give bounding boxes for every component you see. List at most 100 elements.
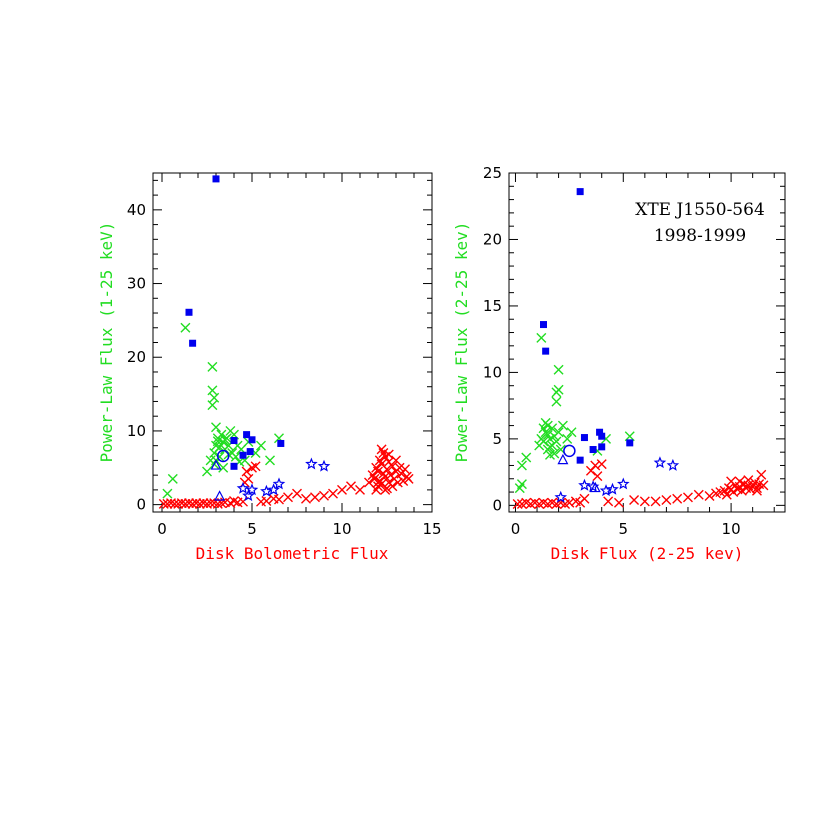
- cross-marker: [176, 498, 187, 509]
- triangle-marker: [589, 481, 601, 493]
- cross-marker: [758, 480, 769, 491]
- cross-marker: [250, 461, 261, 472]
- cross-marker: [629, 495, 640, 506]
- cross-marker: [596, 459, 607, 470]
- cross-marker: [400, 464, 410, 475]
- star-marker: [267, 483, 280, 496]
- cross-marker: [283, 492, 293, 503]
- square-marker: [230, 437, 238, 445]
- cross-marker: [319, 490, 329, 501]
- cross-marker: [542, 429, 553, 440]
- cross-marker: [194, 498, 205, 509]
- cross-marker: [187, 498, 198, 509]
- cross-marker: [256, 440, 266, 451]
- cross-marker: [592, 471, 603, 482]
- x-tick-label: 5: [247, 520, 257, 538]
- y-tick-label: 20: [127, 348, 146, 366]
- right-annotation-source: XTE J1550-564: [635, 200, 765, 220]
- cross-marker: [551, 436, 562, 447]
- star-marker: [242, 489, 255, 502]
- square-marker: [277, 439, 285, 447]
- y-tick-label: 0: [492, 496, 502, 514]
- x-tick-label: 5: [619, 520, 629, 538]
- right-annotation-years: 1998-1999: [654, 226, 746, 246]
- star-marker: [236, 481, 250, 494]
- left-y-axis-title: Power-Law Flux (1-25 keV): [97, 222, 116, 463]
- cross-marker: [553, 384, 564, 395]
- cross-marker: [191, 498, 202, 509]
- cross-marker: [184, 498, 194, 509]
- cross-marker: [585, 465, 596, 476]
- cross-marker: [328, 488, 338, 499]
- cross-marker: [207, 361, 218, 372]
- square-marker: [243, 431, 251, 439]
- square-marker: [239, 451, 247, 459]
- star-marker: [653, 456, 667, 469]
- square-marker: [542, 347, 550, 355]
- y-tick-label: 25: [483, 164, 502, 182]
- x-tick-label: 10: [332, 520, 351, 538]
- left-x-axis-title: Disk Bolometric Flux: [196, 544, 389, 563]
- cross-marker: [553, 427, 564, 438]
- cross-marker: [198, 498, 209, 509]
- cross-marker: [373, 466, 383, 477]
- x-tick-label: 0: [157, 520, 167, 538]
- cross-marker: [212, 436, 223, 447]
- triangle-marker: [210, 459, 222, 470]
- cross-marker: [207, 400, 218, 411]
- y-tick-label: 30: [127, 275, 146, 293]
- cross-marker: [538, 423, 549, 434]
- cross-marker: [650, 496, 661, 507]
- square-marker: [598, 443, 606, 451]
- left-data-marks: [158, 175, 414, 509]
- star-marker: [578, 478, 591, 491]
- triangle-marker: [214, 490, 226, 501]
- cross-marker: [613, 497, 624, 508]
- cross-marker: [562, 433, 573, 444]
- right-ticks: 0 5 10 0 5 10 15 20 25: [483, 164, 785, 538]
- cross-marker: [672, 493, 683, 504]
- cross-marker: [566, 427, 577, 438]
- y-tick-label: 10: [483, 363, 502, 381]
- square-marker: [230, 462, 238, 470]
- cross-marker: [371, 484, 382, 495]
- cross-marker: [218, 462, 229, 473]
- star-marker: [272, 477, 286, 490]
- square-marker: [540, 321, 547, 329]
- cross-marker: [544, 441, 555, 452]
- cross-marker: [380, 484, 391, 495]
- cross-marker: [337, 484, 347, 495]
- cross-marker: [516, 460, 527, 471]
- square-marker: [189, 339, 197, 347]
- square-marker: [185, 308, 193, 316]
- cross-marker: [173, 498, 184, 509]
- cross-marker: [756, 469, 767, 480]
- right-x-axis-title: Disk Flux (2-25 kev): [551, 544, 744, 563]
- cross-marker: [538, 436, 549, 447]
- cross-marker: [551, 396, 562, 407]
- cross-marker: [211, 422, 221, 433]
- square-marker: [576, 456, 584, 464]
- circle-marker: [563, 444, 576, 458]
- circle-marker: [216, 449, 230, 463]
- cross-marker: [682, 492, 693, 503]
- cross-marker: [230, 451, 241, 462]
- cross-marker: [693, 489, 704, 500]
- square-marker: [598, 432, 606, 440]
- cross-marker: [207, 385, 218, 396]
- cross-marker: [521, 452, 532, 463]
- square-marker: [589, 446, 597, 454]
- cross-marker: [512, 499, 523, 510]
- triangle-marker: [557, 453, 569, 465]
- cross-marker: [167, 473, 178, 484]
- star-marker: [245, 483, 259, 496]
- cross-marker: [346, 481, 356, 492]
- star-marker: [617, 477, 630, 490]
- cross-marker: [162, 498, 173, 509]
- cross-marker: [721, 489, 732, 500]
- cross-marker: [180, 498, 191, 509]
- cross-marker: [549, 448, 560, 459]
- left-scatter-panel: 0 5 10 15 0 10 20 30 40 Disk Bolometric Flux Pow…: [97, 172, 442, 563]
- y-tick-label: 15: [483, 297, 502, 315]
- cross-marker: [661, 495, 672, 506]
